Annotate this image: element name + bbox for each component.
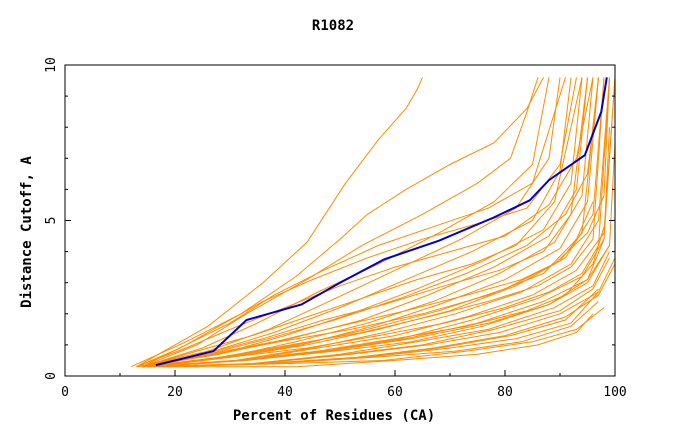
model-series-line-30 xyxy=(158,226,605,368)
model-series-line-28 xyxy=(152,77,610,368)
model-series-line-32 xyxy=(141,77,566,368)
model-series-line-26 xyxy=(147,77,599,368)
model-series-line-25 xyxy=(136,77,588,368)
x-axis-label: Percent of Residues (CA) xyxy=(233,408,435,424)
model-series-line-38 xyxy=(141,77,616,368)
model-series-line-23 xyxy=(136,77,594,368)
model-series-line-31 xyxy=(136,77,577,368)
model-series-line-18 xyxy=(141,257,610,368)
model-series-line-37 xyxy=(147,77,599,368)
model-series-line-16 xyxy=(147,245,610,368)
x-tick-label: 60 xyxy=(387,385,403,400)
model-series-line-4 xyxy=(141,77,550,368)
x-tick-label: 20 xyxy=(167,385,183,400)
model-series-line-13 xyxy=(152,77,616,368)
y-tick-label: 10 xyxy=(44,57,59,73)
model-series-line-36 xyxy=(152,77,610,368)
x-tick-label: 0 xyxy=(61,385,69,400)
model-series-line-27 xyxy=(141,77,605,368)
model-series-line-12 xyxy=(141,77,610,368)
y-axis-label: Distance Cutoff, A xyxy=(19,156,35,308)
model-series-line-35 xyxy=(164,313,594,368)
model-series-line-34 xyxy=(158,307,605,368)
model-series-line-5 xyxy=(136,77,561,368)
model-series-line-6 xyxy=(147,77,572,368)
highlight-layer xyxy=(155,77,608,367)
x-tick-label: 100 xyxy=(603,385,626,400)
y-tick-label: 5 xyxy=(44,217,59,225)
model-series-line-29 xyxy=(147,201,594,368)
series-layer xyxy=(130,77,616,368)
x-tick-label: 40 xyxy=(277,385,293,400)
model-series-line-1 xyxy=(136,77,423,368)
model-series-line-11 xyxy=(147,77,605,368)
highlight-series-line xyxy=(155,77,608,367)
model-series-line-3 xyxy=(141,77,539,368)
model-series-line-24 xyxy=(141,77,583,368)
chart-title: R1082 xyxy=(312,18,354,34)
model-series-line-14 xyxy=(147,127,610,368)
x-tick-label: 80 xyxy=(497,385,513,400)
tick-layer: 0 20 40 60 80 100 0 5 10 xyxy=(44,57,627,400)
model-series-line-2 xyxy=(130,77,544,368)
model-series-line-8 xyxy=(136,77,588,368)
y-tick-label: 0 xyxy=(44,372,59,380)
model-series-line-9 xyxy=(147,77,594,368)
